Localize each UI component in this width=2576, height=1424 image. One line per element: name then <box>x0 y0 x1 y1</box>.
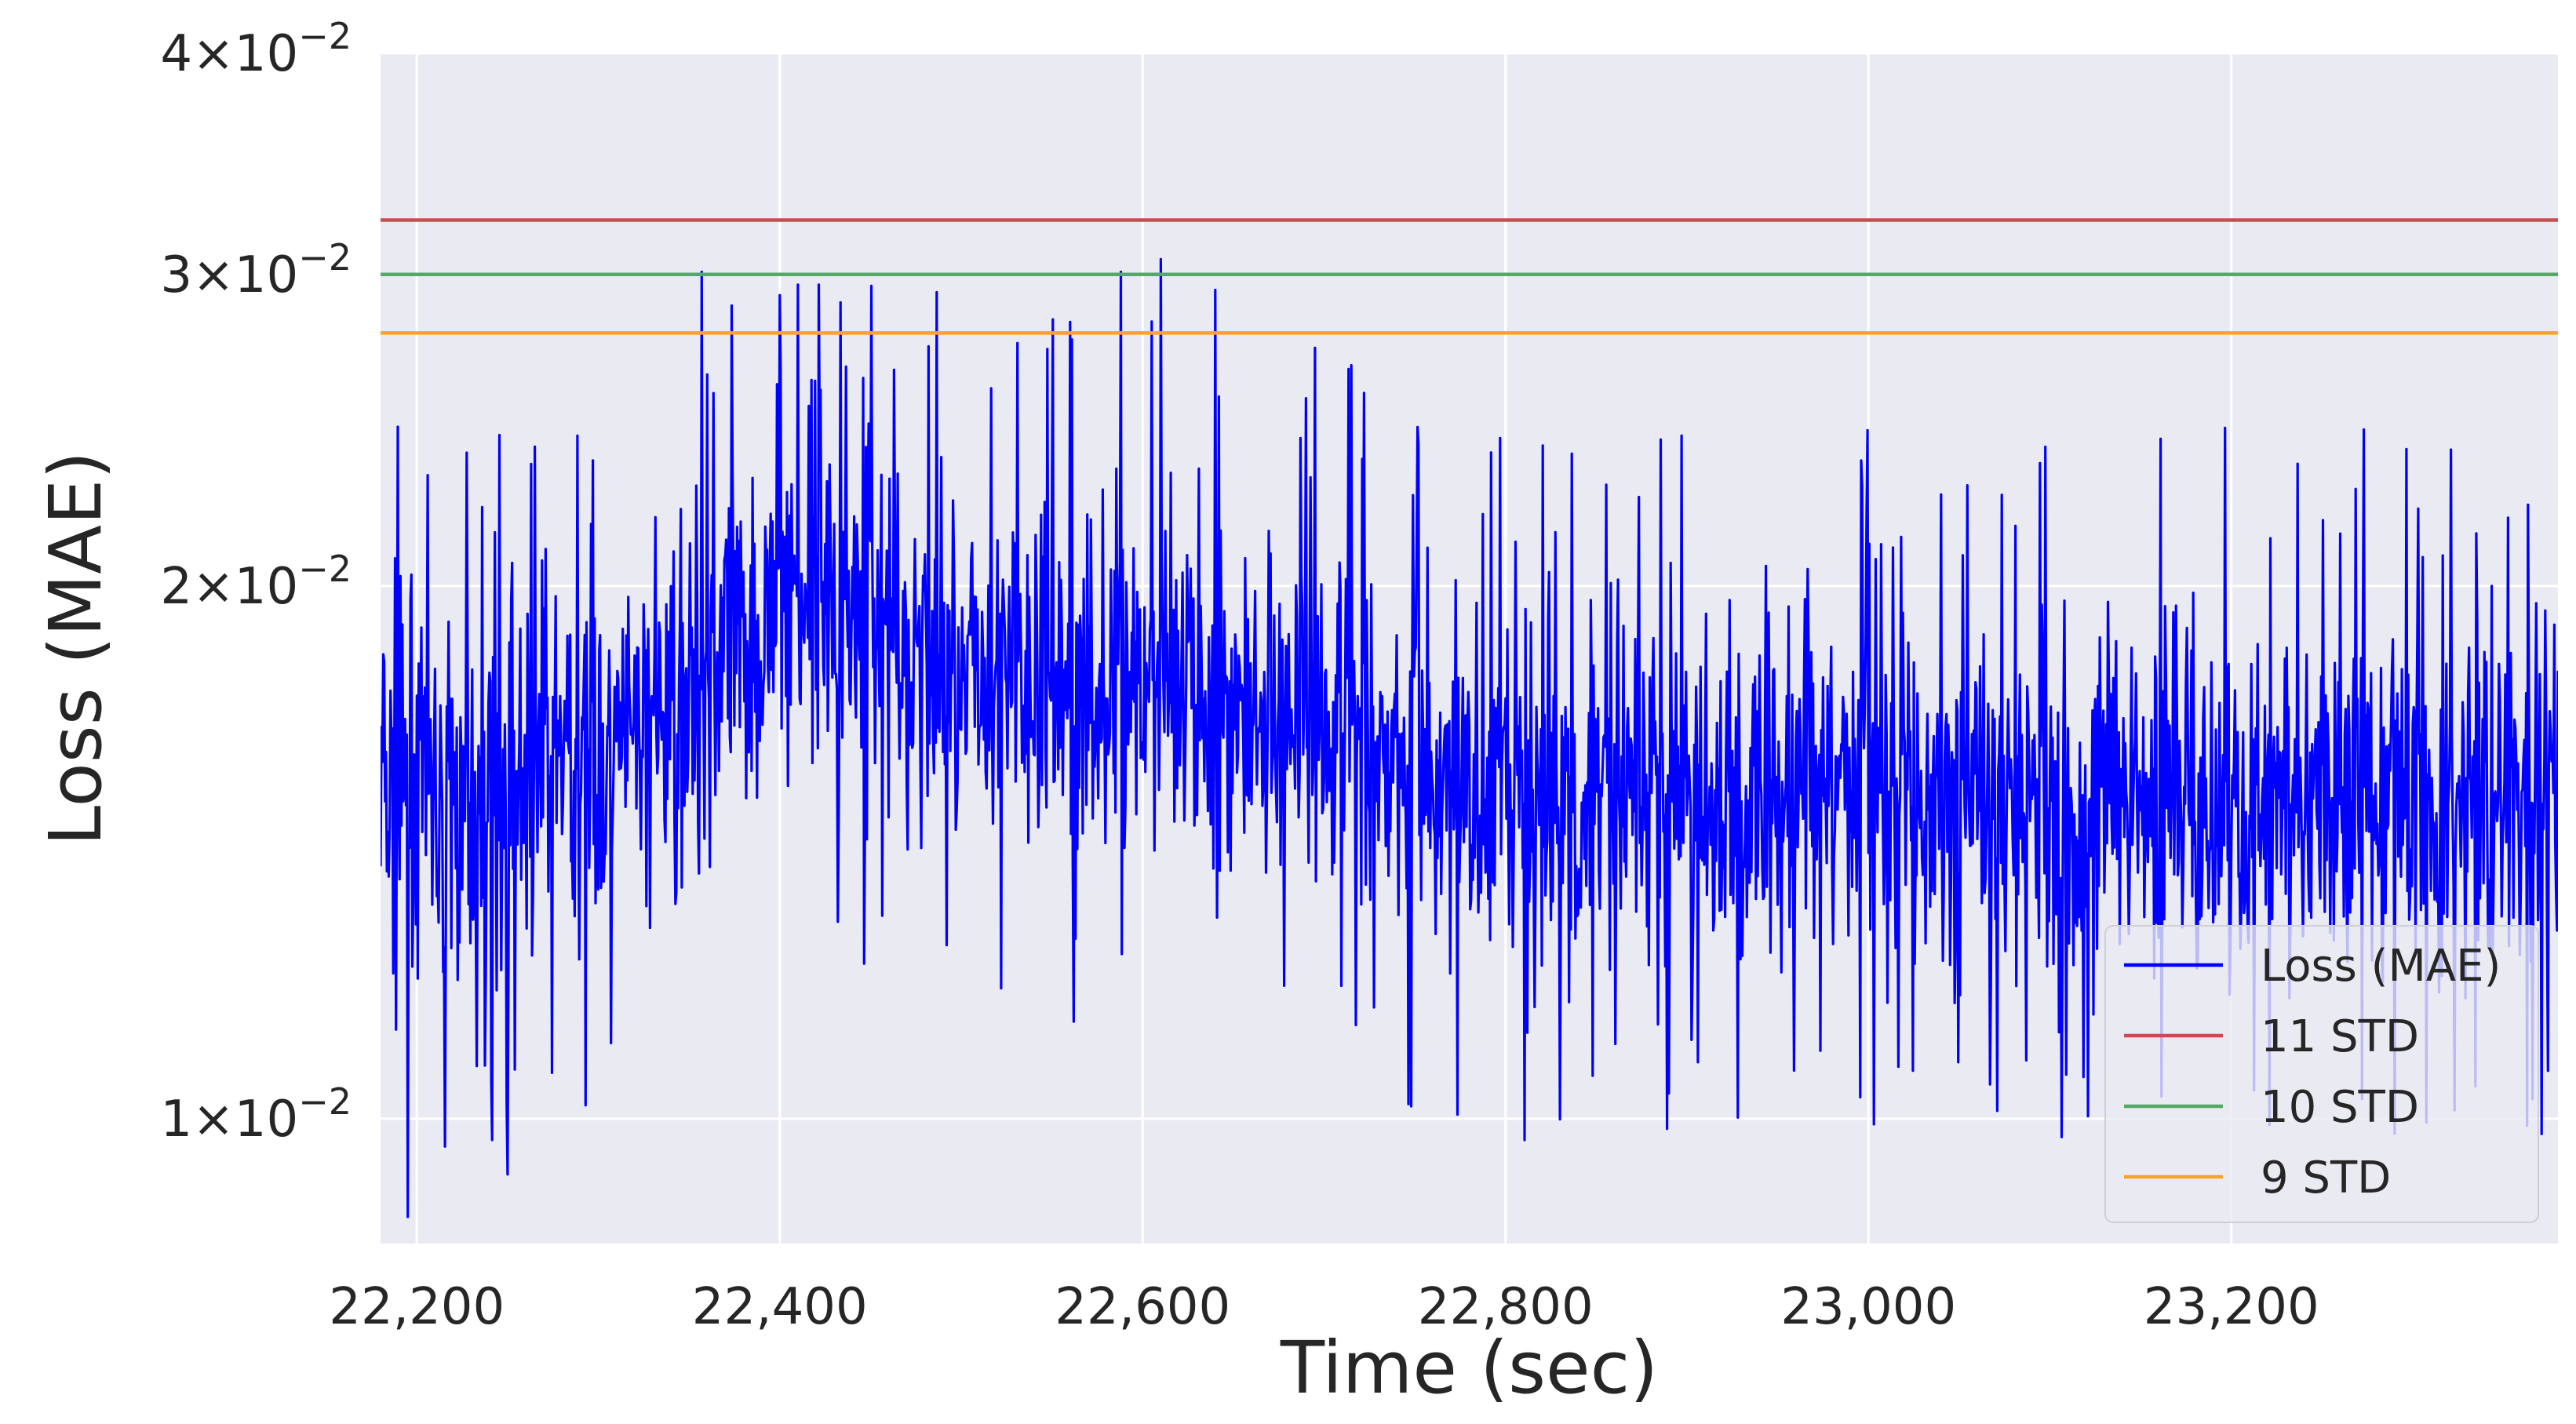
y-tick-label: 3×10−2 <box>160 236 352 304</box>
legend-box <box>2104 925 2539 1223</box>
x-axis-title: Time (sec) <box>1280 1326 1658 1410</box>
y-tick-mantissa: 1×10 <box>160 1091 298 1149</box>
y-tick-mantissa: 3×10 <box>160 246 298 304</box>
y-tick-exponent: −2 <box>298 548 352 590</box>
y-tick-exponent: −2 <box>298 236 352 279</box>
tick-labels: 22,200 22,400 22,600 22,800 23,000 23,200 1×10… <box>160 15 2319 1336</box>
x-tick-label: 22,600 <box>1055 1278 1230 1336</box>
x-tick-label: 22,400 <box>692 1278 868 1336</box>
y-tick-exponent: −2 <box>298 1080 352 1123</box>
y-tick-label: 2×10−2 <box>160 548 352 616</box>
legend-label: Loss (MAE) <box>2261 941 2501 992</box>
legend: Loss (MAE) 11 STD 10 STD 9 STD <box>2104 925 2539 1223</box>
x-tick-label: 22,200 <box>329 1278 505 1336</box>
x-tick-label: 22,800 <box>1418 1278 1594 1336</box>
legend-label: 9 STD <box>2261 1153 2391 1204</box>
y-tick-label: 4×10−2 <box>160 15 352 83</box>
y-tick-label: 1×10−2 <box>160 1080 352 1149</box>
loss-series-line <box>381 257 2558 1218</box>
y-tick-exponent: −2 <box>298 15 352 57</box>
y-tick-mantissa: 4×10 <box>160 25 298 83</box>
series-layer <box>381 218 2558 1218</box>
y-tick-mantissa: 2×10 <box>160 558 298 616</box>
legend-label: 11 STD <box>2261 1011 2419 1062</box>
x-tick-label: 23,000 <box>1780 1278 1956 1336</box>
legend-label: 10 STD <box>2261 1082 2419 1133</box>
y-axis-title: Loss (MAE) <box>34 451 118 846</box>
x-tick-label: 23,200 <box>2144 1278 2319 1336</box>
